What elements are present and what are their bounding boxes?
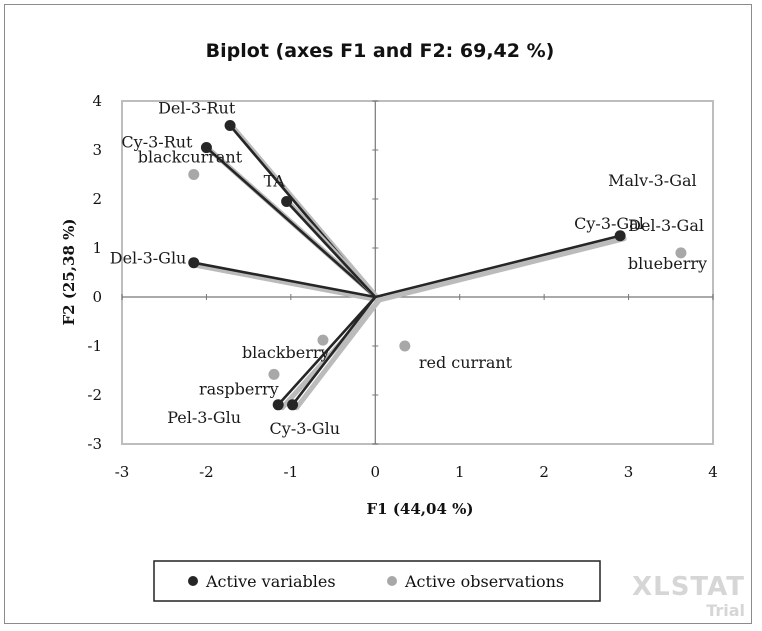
y-tick-label: 0 <box>92 288 102 306</box>
observation-point <box>188 169 200 180</box>
observation-label: blueberry <box>628 254 707 273</box>
variable-point <box>224 120 236 131</box>
y-tick-label: 3 <box>92 141 102 159</box>
chart-frame <box>4 4 752 624</box>
y-axis-ticks: -3 -2 -1 0 1 2 3 4 <box>87 92 379 453</box>
observation-label: blackberry <box>242 343 330 362</box>
vector-shade <box>376 236 627 303</box>
variable-label: Cy-3-Glu <box>270 419 340 438</box>
y-axis-title: F2 (25,38 %) <box>60 219 78 326</box>
watermark-trial: Trial <box>706 601 745 620</box>
chart-title: Biplot (axes F1 and F2: 69,42 %) <box>206 40 555 62</box>
plot-area <box>121 100 714 445</box>
y-tick-label: 1 <box>92 239 102 257</box>
variable-label: Cy-3-Gal <box>574 214 644 233</box>
watermark-logo: XLSTAT <box>632 572 745 602</box>
variable-point <box>614 230 626 242</box>
vector-line <box>291 295 377 407</box>
x-tick-label: 2 <box>539 463 549 481</box>
x-tick-label: 1 <box>455 463 465 481</box>
y-tick-label: -1 <box>87 337 102 355</box>
legend-label-observations: Active observations <box>404 572 564 591</box>
x-tick-label: -2 <box>199 463 214 481</box>
legend-box <box>153 560 601 602</box>
x-tick-label: 0 <box>371 463 381 481</box>
observation-label: red currant <box>419 353 513 372</box>
x-tick-label: -1 <box>284 463 299 481</box>
observation-points <box>188 169 687 380</box>
variable-label: Cy-3-Rut <box>121 133 193 152</box>
vector-line <box>205 146 377 299</box>
observation-label: raspberry <box>199 379 279 398</box>
y-tick-label: 4 <box>92 92 102 110</box>
observation-label: blackcurrant <box>138 148 243 167</box>
variable-point <box>272 399 284 411</box>
variable-point <box>188 257 200 269</box>
legend-marker-variables <box>188 576 198 586</box>
zero-axis-lines <box>122 101 713 444</box>
legend: Active variables Active observations <box>153 560 601 602</box>
vector-line <box>373 234 622 299</box>
variable-label: TA <box>264 171 286 190</box>
x-axis-ticks: -3 -2 -1 0 1 2 3 4 <box>115 294 718 481</box>
x-tick-label: 3 <box>624 463 634 481</box>
x-tick-label: 4 <box>708 463 718 481</box>
variable-label: Del-3-Glu <box>110 249 187 268</box>
legend-marker-observations <box>387 576 397 586</box>
observation-point <box>268 368 280 380</box>
vector-line <box>276 295 377 407</box>
vector-shade <box>195 263 382 303</box>
y-tick-label: 2 <box>92 190 102 208</box>
variable-label: Del-3-Gal <box>628 216 704 235</box>
vector-line <box>285 200 377 299</box>
variable-point <box>287 399 299 411</box>
y-tick-label: -3 <box>87 435 102 453</box>
observation-point <box>317 334 329 346</box>
variable-vectors <box>188 120 627 411</box>
variable-label: Malv-3-Gal <box>608 171 697 190</box>
x-axis-title: F1 (44,04 %) <box>367 500 474 518</box>
variable-label: Del-3-Rut <box>158 99 236 118</box>
y-tick-label: -2 <box>87 386 102 404</box>
variable-label: Pel-3-Glu <box>167 408 241 427</box>
vector-shade <box>294 297 382 411</box>
point-labels: Del-3-Rut Cy-3-Rut TA Del-3-Glu Malv-3-Gal Cy… <box>110 99 707 438</box>
variable-point <box>200 142 212 154</box>
observation-point <box>399 340 411 352</box>
x-tick-label: -3 <box>115 463 130 481</box>
legend-label-variables: Active variables <box>205 572 336 591</box>
vector-line <box>192 261 377 299</box>
variable-point <box>281 195 293 207</box>
observation-point <box>675 247 687 259</box>
